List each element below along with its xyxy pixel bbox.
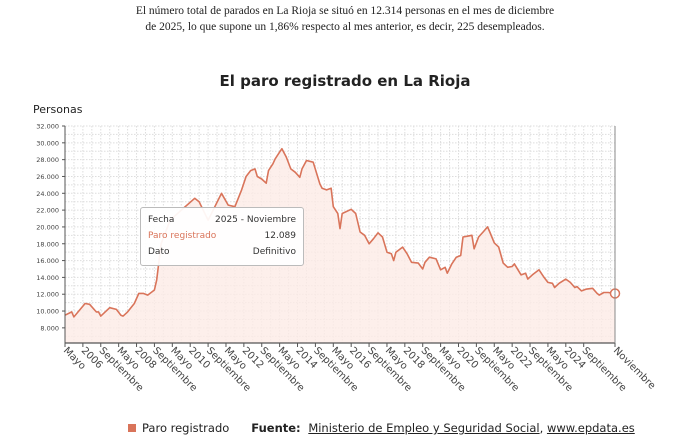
y-tick-label: 12.000 (36, 291, 59, 299)
tooltip-dato-value: Definitivo (252, 247, 296, 257)
y-axis-label: Personas (33, 103, 83, 116)
source-link-epdata[interactable]: www.epdata.es (546, 421, 635, 435)
tooltip-fecha-value: 2025 - Noviembre (215, 215, 296, 225)
tooltip-dato-label: Dato (148, 247, 170, 257)
intro-line-2: de 2025, lo que supone un 1,86% respecto… (145, 21, 545, 33)
tooltip-series-value: 12.089 (264, 231, 297, 241)
y-tick-label: 24.000 (36, 190, 59, 198)
source-label: Fuente: (251, 421, 301, 435)
y-tick-label: 26.000 (36, 173, 59, 181)
y-tick-label: 10.000 (36, 308, 59, 316)
y-tick-label: 16.000 (36, 257, 59, 265)
y-tick-label: 20.000 (36, 223, 59, 231)
legend-series-label[interactable]: Paro registrado (142, 421, 230, 435)
source: Fuente: Ministerio de Empleo y Seguridad… (251, 421, 634, 435)
intro-text: El número total de parados en La Rioja s… (0, 3, 690, 35)
chart-title: El paro registrado en La Rioja (219, 72, 471, 90)
y-tick-label: 14.000 (36, 274, 59, 282)
tooltip-series-label: Paro registrado (148, 231, 217, 241)
tooltip: Fecha 2025 - Noviembre Paro registrado 12.… (140, 207, 304, 266)
source-separator: , (539, 421, 544, 435)
y-tick-label: 22.000 (36, 207, 59, 215)
y-tick-label: 32.000 (36, 123, 59, 131)
source-link-ministerio[interactable]: Ministerio de Empleo y Seguridad Social (308, 421, 540, 435)
y-tick-label: 30.000 (36, 139, 59, 147)
legend-swatch (128, 424, 136, 432)
y-tick-label: 18.000 (36, 240, 59, 248)
intro-line-1: El número total de parados en La Rioja s… (135, 5, 555, 17)
tooltip-fecha-label: Fecha (148, 215, 175, 225)
series-area (65, 148, 615, 343)
y-tick-label: 28.000 (36, 156, 59, 164)
legend: Paro registrado Fuente: Ministerio de Em… (128, 421, 635, 435)
y-tick-label: 8.000 (40, 324, 59, 332)
